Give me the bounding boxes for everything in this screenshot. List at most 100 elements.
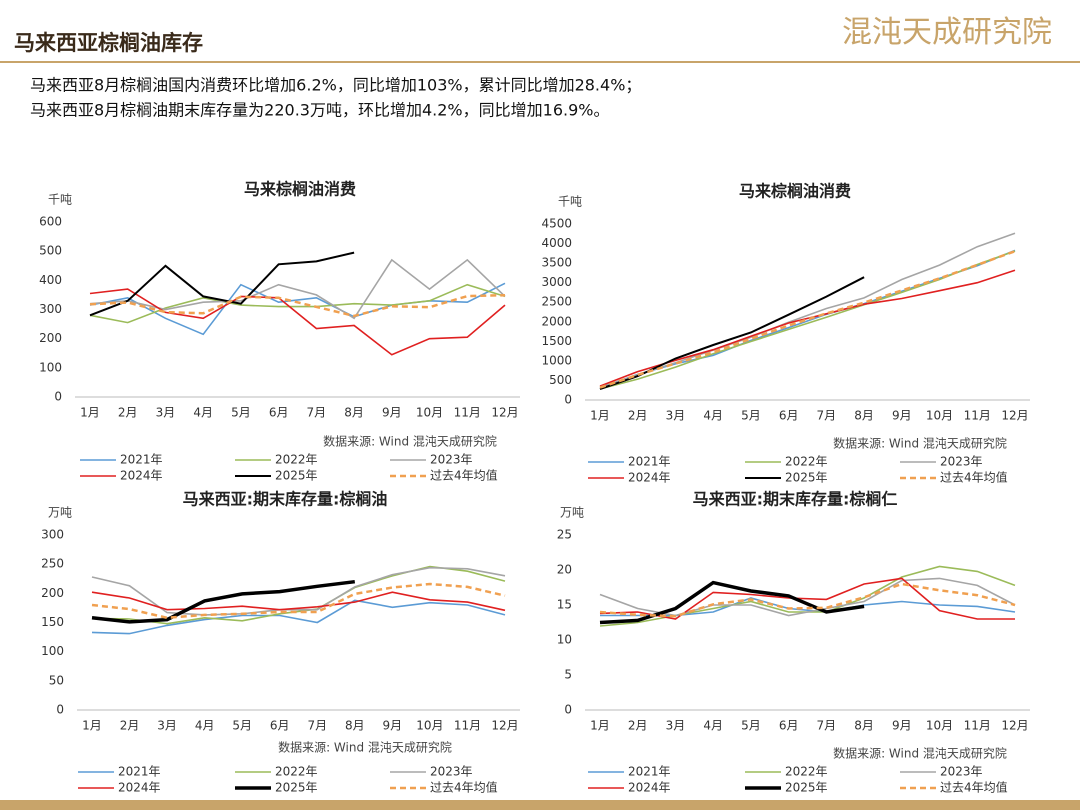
x-tick-label: 8月: [345, 719, 365, 733]
series-line: [91, 591, 506, 612]
legend-label: 过去4年均值: [430, 780, 498, 795]
series-line: [600, 597, 1016, 617]
legend-label: 2023年: [430, 453, 473, 467]
y-tick-label: 600: [39, 215, 62, 229]
legend-label: 2023年: [940, 765, 983, 779]
y-tick-label: 3000: [541, 275, 572, 289]
legend-label: 过去4年均值: [940, 780, 1008, 795]
x-tick-label: 3月: [157, 719, 177, 733]
x-tick-label: 6月: [779, 719, 799, 733]
y-tick-label: 0: [56, 703, 64, 717]
y-tick-label: 4000: [541, 236, 572, 250]
x-tick-label: 6月: [779, 409, 799, 423]
footer-bar: [0, 800, 1080, 810]
source-note: 数据来源: Wind 混沌天成研究院: [323, 434, 497, 449]
legend-label: 2021年: [628, 455, 671, 469]
x-tick-label: 1月: [590, 409, 610, 423]
x-tick-label: 11月: [454, 406, 481, 420]
series-line: [89, 251, 355, 317]
legend-label: 2024年: [628, 471, 671, 485]
series-line: [599, 276, 865, 390]
legend-label: 2024年: [120, 469, 163, 483]
legend-label: 2025年: [275, 469, 318, 483]
y-tick-label: 1000: [541, 353, 572, 367]
legend-label: 2024年: [118, 781, 161, 795]
logo: 混沌天成研究院: [842, 15, 1052, 50]
legend-label: 2023年: [430, 765, 473, 779]
y-tick-label: 100: [41, 644, 64, 658]
chart-title: 马来西亚:期末库存量:棕榈油: [183, 490, 388, 509]
series-line: [89, 293, 506, 318]
series-line: [599, 582, 1016, 618]
series-line: [599, 577, 1015, 620]
x-tick-label: 7月: [817, 719, 837, 733]
x-tick-label: 10月: [416, 719, 443, 733]
y-tick-label: 20: [557, 563, 572, 577]
y-axis-label: 万吨: [560, 506, 584, 520]
page-title: 马来西亚棕榈油库存: [14, 31, 203, 55]
series-line: [91, 579, 356, 624]
y-tick-label: 10: [557, 633, 572, 647]
x-tick-label: 12月: [1001, 409, 1028, 423]
x-tick-label: 2月: [628, 719, 648, 733]
y-tick-label: 25: [557, 528, 572, 542]
x-tick-label: 5月: [232, 719, 252, 733]
x-tick-label: 4月: [195, 719, 215, 733]
legend-label: 2022年: [275, 453, 318, 467]
x-tick-label: 7月: [307, 406, 327, 420]
x-tick-label: 5月: [741, 409, 761, 423]
x-tick-label: 10月: [926, 719, 953, 733]
legend-label: 2021年: [120, 453, 163, 467]
x-tick-label: 12月: [491, 719, 518, 733]
x-tick-label: 9月: [382, 406, 402, 420]
series-line: [89, 282, 506, 336]
source-note: 数据来源: Wind 混沌天成研究院: [278, 740, 452, 755]
x-tick-label: 2月: [628, 409, 648, 423]
y-axis-label: 千吨: [48, 193, 72, 207]
x-tick-label: 11月: [964, 719, 991, 733]
x-tick-label: 11月: [454, 719, 481, 733]
series-line: [599, 577, 1016, 617]
x-tick-label: 12月: [491, 406, 518, 420]
summary-line: 马来西亚8月棕榈油国内消费环比增加6.2%，同比增加103%，累计同比增加28.…: [30, 76, 641, 95]
y-tick-label: 150: [41, 615, 64, 629]
y-tick-label: 400: [39, 273, 62, 287]
y-tick-label: 0: [564, 703, 572, 717]
x-tick-label: 9月: [892, 409, 912, 423]
y-tick-label: 5: [564, 668, 572, 682]
x-tick-label: 5月: [741, 719, 761, 733]
y-tick-label: 0: [564, 393, 572, 407]
x-tick-label: 4月: [193, 406, 213, 420]
legend-label: 2022年: [785, 455, 828, 469]
legend-label: 2025年: [275, 781, 318, 795]
x-tick-label: 4月: [703, 409, 723, 423]
x-tick-label: 3月: [666, 719, 686, 733]
x-tick-label: 3月: [666, 409, 686, 423]
x-tick-label: 2月: [120, 719, 140, 733]
x-tick-label: 6月: [269, 406, 289, 420]
x-tick-label: 1月: [80, 406, 100, 420]
legend-label: 过去4年均值: [430, 468, 498, 483]
x-tick-label: 8月: [854, 409, 874, 423]
y-tick-label: 300: [41, 528, 64, 542]
x-tick-label: 11月: [964, 409, 991, 423]
y-tick-label: 0: [54, 390, 62, 404]
y-tick-label: 200: [39, 331, 62, 345]
series-line: [91, 582, 506, 620]
y-tick-label: 2500: [541, 295, 572, 309]
x-tick-label: 10月: [416, 406, 443, 420]
y-tick-label: 250: [41, 557, 64, 571]
series-line: [599, 580, 865, 625]
chart-title: 马来棕榈油消费: [739, 182, 851, 201]
legend-label: 2024年: [628, 781, 671, 795]
x-tick-label: 4月: [703, 719, 723, 733]
x-tick-label: 10月: [926, 409, 953, 423]
chart-title: 马来西亚:期末库存量:棕榈仁: [693, 490, 898, 509]
y-tick-label: 500: [549, 373, 572, 387]
legend-label: 2021年: [628, 765, 671, 779]
legend-label: 2025年: [785, 471, 828, 485]
y-axis-label: 千吨: [558, 195, 582, 209]
x-tick-label: 8月: [854, 719, 874, 733]
x-tick-label: 1月: [590, 719, 610, 733]
